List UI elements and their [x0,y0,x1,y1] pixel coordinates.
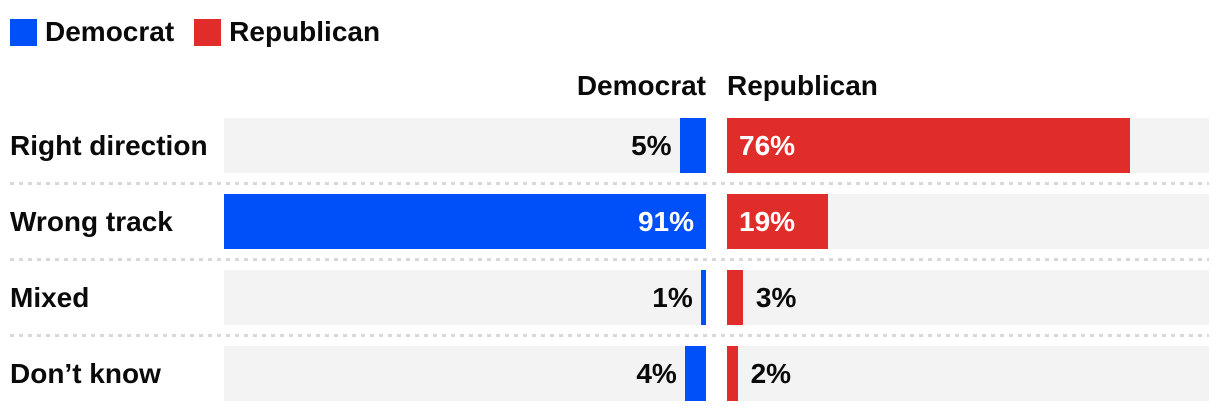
country-direction-chart: Democrat Republican Democrat Republican … [0,16,1220,410]
column-gap [706,194,727,249]
democrat-swatch-icon [10,18,37,46]
category-label: Right direction [10,129,208,161]
legend-item-republican: Republican [194,16,380,48]
chart-row: Mixed 1% 3% [0,270,1220,326]
democrat-bar [679,118,706,174]
category-label: Wrong track [10,205,173,237]
democrat-value-label: 4% [636,357,677,389]
chart-row: Right direction 5% 76% [0,118,1220,174]
republican-value-label: 3% [755,281,797,313]
category-label: Don’t know [10,357,161,389]
separator-line [10,334,1209,338]
chart-rows: Right direction 5% 76% Wrong track 91% 19% Mix… [0,118,1220,402]
democrat-value-label: 1% [652,281,693,313]
row-separator [0,249,1220,270]
header-gap [706,70,727,102]
republican-bar: 76% [727,118,1130,174]
legend-label-democrat: Democrat [45,16,175,47]
republican-track: 19% [727,194,1209,250]
separator-line [10,258,1209,262]
democrat-column-header: Democrat [576,70,706,102]
legend-label-republican: Republican [229,16,381,47]
republican-column-header: Republican [727,70,878,102]
chart-row: Don’t know 4% 2% [0,346,1220,402]
democrat-bar [684,346,706,402]
chart-row: Wrong track 91% 19% [0,194,1220,250]
column-gap [706,346,727,401]
democrat-value-label: 91% [637,205,694,237]
republican-value-label: 19% [739,205,796,237]
republican-track: 3% [727,270,1209,326]
column-headers: Democrat Republican [0,70,1220,102]
democrat-value-label: 5% [631,129,672,161]
democrat-track: 1% [224,270,706,326]
row-separator [0,173,1220,194]
separator-line [10,182,1209,186]
republican-track: 76% [727,118,1209,174]
democrat-bar: 91% [224,194,706,250]
column-gap [706,118,727,173]
republican-bar [727,346,738,402]
republican-track: 2% [727,346,1209,402]
legend: Democrat Republican [10,16,1220,48]
republican-value-label: 76% [739,129,796,161]
republican-value-label: 2% [750,357,792,389]
header-spacer [0,70,224,102]
republican-bar: 19% [727,194,828,250]
legend-item-democrat: Democrat [10,16,174,48]
column-gap [706,270,727,325]
democrat-bar [700,270,706,326]
democrat-track: 4% [224,346,706,402]
democrat-track: 91% [224,194,706,250]
republican-swatch-icon [194,18,222,46]
republican-bar [727,270,743,326]
democrat-track: 5% [224,118,706,174]
row-separator [0,325,1220,346]
category-label: Mixed [10,281,90,313]
